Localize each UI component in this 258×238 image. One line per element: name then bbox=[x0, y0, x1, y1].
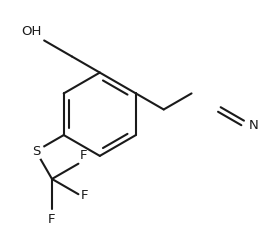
Text: F: F bbox=[48, 213, 56, 226]
Text: OH: OH bbox=[21, 25, 42, 38]
Text: F: F bbox=[81, 189, 88, 202]
Text: S: S bbox=[32, 145, 40, 158]
Text: F: F bbox=[80, 149, 87, 162]
Text: N: N bbox=[249, 119, 258, 132]
